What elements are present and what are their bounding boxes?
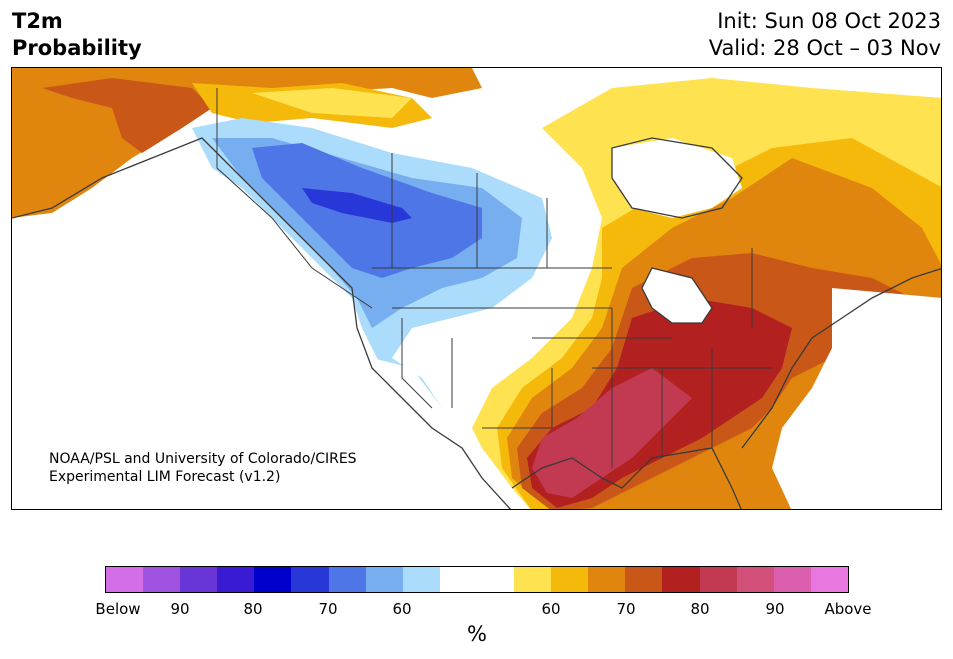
colorbar-swatch-1 [143,567,181,592]
colorbar-tick-label: 60 [541,600,561,618]
colorbar-tick-label: 80 [690,600,710,618]
colorbar-tick-label: Below [95,600,141,618]
init-date: Init: Sun 08 Oct 2023 [717,9,941,33]
map-panel [11,67,942,510]
colorbar-swatch-14 [625,567,663,592]
credit-line-2: Experimental LIM Forecast (v1.2) [49,469,281,485]
colorbar-swatch-12 [551,567,589,592]
title-block-left: T2m Probability [12,8,142,62]
colorbar-swatch-2 [180,567,218,592]
colorbar-swatch-5 [291,567,329,592]
colorbar-swatch-7 [365,567,403,592]
colorbar-swatch-15 [662,567,700,592]
colorbar-tick-label: 90 [765,600,785,618]
valid-date: Valid: 28 Oct – 03 Nov [708,36,941,60]
colorbar-tick-label: 60 [392,600,412,618]
colorbar-tick-label: 70 [616,600,636,618]
colorbar-swatch-3 [217,567,255,592]
credit-line-1: NOAA/PSL and University of Colorado/CIRE… [49,451,357,467]
colorbar-swatch-4 [254,567,292,592]
colorbar-swatch-16 [699,567,737,592]
colorbar-swatch-17 [736,567,774,592]
colorbar-swatch-9 [439,567,477,592]
title-block-right: Init: Sun 08 Oct 2023 Valid: 28 Oct – 03… [709,8,941,62]
colorbar-swatch-18 [773,567,811,592]
variable-title: T2m [12,9,63,33]
colorbar-swatch-0 [106,567,144,592]
colorbar-swatch-10 [476,567,515,592]
credit-text: NOAA/PSL and University of Colorado/CIRE… [49,450,357,486]
colorbar-swatch-13 [588,567,626,592]
colorbar-swatch-19 [810,567,848,592]
colorbar-unit: % [467,622,487,646]
colorbar-tick-label: 70 [318,600,338,618]
colorbar-swatch-6 [328,567,366,592]
colorbar-tick-label: Above [824,600,872,618]
colorbar-swatch-11 [514,567,552,592]
colorbar [105,566,849,593]
probability-map [12,68,941,509]
colorbar-swatch-8 [402,567,440,592]
variable-subtitle: Probability [12,36,142,60]
colorbar-tick-label: 80 [243,600,263,618]
colorbar-tick-label: 90 [170,600,190,618]
